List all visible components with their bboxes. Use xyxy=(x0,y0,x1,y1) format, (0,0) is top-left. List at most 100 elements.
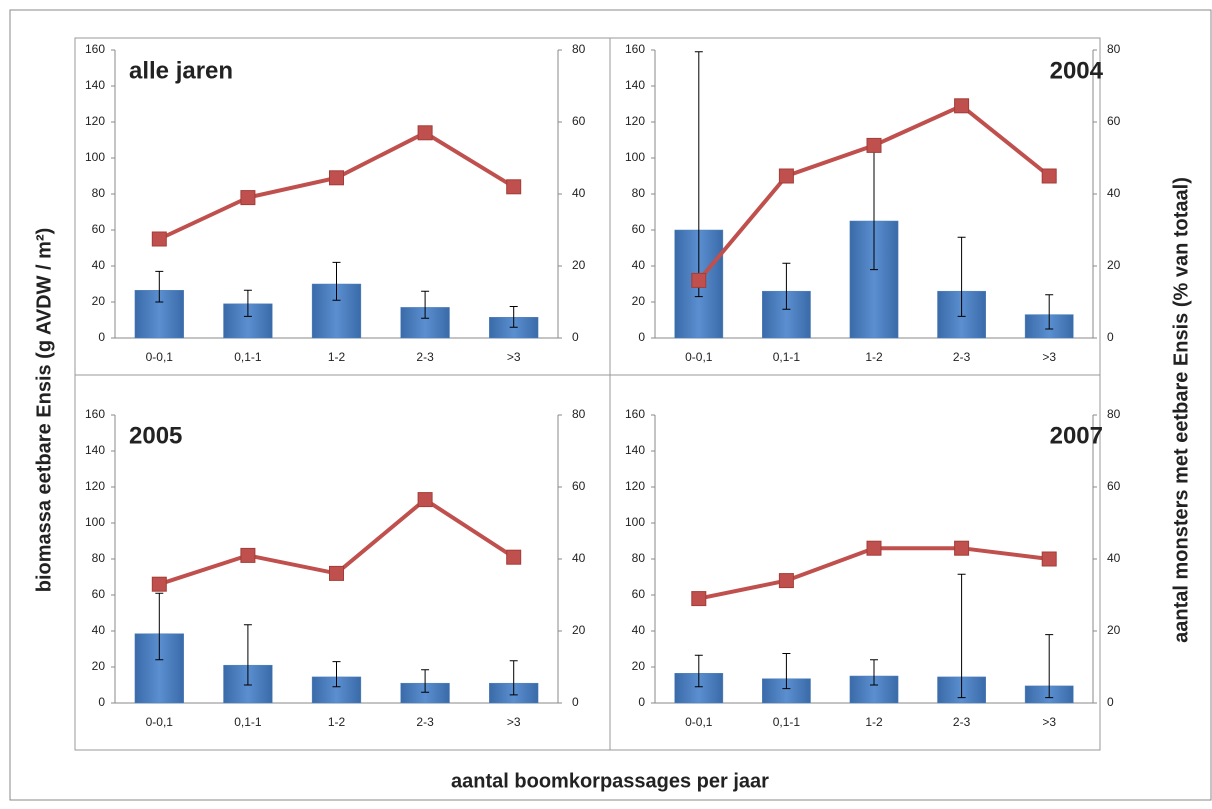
y2-tick-label: 60 xyxy=(572,114,586,128)
line-marker xyxy=(954,540,970,556)
y-tick-label: 120 xyxy=(85,114,105,128)
x-tick-label: 0-0,1 xyxy=(146,715,174,729)
line-marker xyxy=(417,492,433,508)
y2-tick-label: 0 xyxy=(1107,330,1114,344)
y2-tick-label: 40 xyxy=(572,551,586,565)
line-marker xyxy=(866,137,882,153)
y-tick-label: 0 xyxy=(638,695,645,709)
x-tick-label: >3 xyxy=(1042,350,1056,364)
y2-tick-label: 40 xyxy=(572,186,586,200)
error-bar xyxy=(243,289,252,317)
x-axis-title: aantal boomkorpassages per jaar xyxy=(451,770,769,792)
error-bar xyxy=(332,661,341,688)
y-tick-label: 140 xyxy=(85,78,105,92)
panel-title: 2005 xyxy=(129,422,182,449)
error-bar xyxy=(1045,294,1054,330)
line-marker xyxy=(691,272,707,288)
error-bar xyxy=(1045,634,1054,699)
x-tick-label: 1-2 xyxy=(328,350,346,364)
panel-title: alle jaren xyxy=(129,57,233,84)
y2-tick-label: 20 xyxy=(572,623,586,637)
y-tick-label: 60 xyxy=(92,222,106,236)
error-bar xyxy=(957,236,966,317)
y2-tick-label: 20 xyxy=(1107,623,1121,637)
y-tick-label: 160 xyxy=(85,407,105,421)
y-tick-label: 100 xyxy=(85,150,105,164)
error-bar xyxy=(870,659,878,686)
y-tick-label: 120 xyxy=(625,114,645,128)
line-marker xyxy=(1041,168,1057,184)
line-marker xyxy=(329,565,344,581)
y-tick-label: 100 xyxy=(625,150,645,164)
error-bar xyxy=(332,261,341,301)
error-bar xyxy=(782,262,791,310)
y-tick-label: 80 xyxy=(632,186,646,200)
y-tick-label: 20 xyxy=(632,659,646,673)
x-tick-label: >3 xyxy=(507,350,521,364)
y-tick-label: 60 xyxy=(632,587,646,601)
y-tick-label: 140 xyxy=(85,443,105,457)
error-bar xyxy=(509,306,518,328)
error-bar xyxy=(243,624,252,686)
x-tick-label: 0-0,1 xyxy=(146,350,174,364)
x-tick-label: 2-3 xyxy=(416,715,434,729)
line-marker xyxy=(151,576,167,592)
line-marker xyxy=(506,179,522,195)
y-tick-label: 140 xyxy=(625,78,645,92)
y-tick-label: 20 xyxy=(632,294,646,308)
x-tick-label: >3 xyxy=(1042,715,1056,729)
y-axis-title: biomassa eetbare Ensis (g AVDW / m²) xyxy=(33,228,55,593)
error-bar xyxy=(421,290,430,319)
x-tick-label: 2-3 xyxy=(953,350,971,364)
line-marker xyxy=(417,125,433,141)
x-tick-label: 0,1-1 xyxy=(773,715,801,729)
panel-title: 2004 xyxy=(1050,57,1104,84)
y2-tick-label: 0 xyxy=(572,695,579,709)
x-tick-label: 2-3 xyxy=(953,715,971,729)
line-marker xyxy=(329,170,344,186)
line-marker xyxy=(866,540,882,556)
error-bar xyxy=(155,592,164,661)
panel-border xyxy=(609,374,1101,751)
error-bar xyxy=(694,51,703,298)
error-bar xyxy=(155,270,164,303)
error-bar xyxy=(782,653,791,690)
x-tick-label: 0,1-1 xyxy=(773,350,801,364)
figure-border xyxy=(9,9,1212,801)
y-tick-label: 120 xyxy=(85,479,105,493)
error-bar xyxy=(957,573,966,699)
line-marker xyxy=(691,591,707,607)
y2-tick-label: 80 xyxy=(1107,407,1121,421)
x-tick-label: 0-0,1 xyxy=(685,715,713,729)
y2-tick-label: 80 xyxy=(572,42,586,56)
x-tick-label: >3 xyxy=(507,715,521,729)
line-marker xyxy=(506,549,522,565)
y-tick-label: 80 xyxy=(92,186,106,200)
y-tick-label: 60 xyxy=(632,222,646,236)
y2-tick-label: 80 xyxy=(1107,42,1121,56)
y2-tick-label: 20 xyxy=(1107,258,1121,272)
line-marker xyxy=(240,190,256,206)
error-bar xyxy=(509,660,518,696)
y2-tick-label: 60 xyxy=(1107,114,1121,128)
line xyxy=(158,130,515,241)
y2-tick-label: 60 xyxy=(1107,479,1121,493)
line-marker xyxy=(240,547,256,563)
y-tick-label: 40 xyxy=(632,623,646,637)
line-marker xyxy=(778,168,794,184)
y2-tick-label: 0 xyxy=(572,330,579,344)
line-marker xyxy=(778,573,794,589)
x-tick-label: 0,1-1 xyxy=(234,715,262,729)
y-tick-label: 160 xyxy=(85,42,105,56)
y-tick-label: 60 xyxy=(92,587,106,601)
line-marker xyxy=(1041,551,1057,567)
x-tick-label: 1-2 xyxy=(865,715,883,729)
y-tick-label: 80 xyxy=(92,551,106,565)
y2-tick-label: 20 xyxy=(572,258,586,272)
error-bar xyxy=(694,654,703,688)
x-tick-label: 2-3 xyxy=(416,350,434,364)
line-marker xyxy=(954,98,970,114)
x-tick-label: 0,1-1 xyxy=(234,350,262,364)
y-tick-label: 100 xyxy=(85,515,105,529)
